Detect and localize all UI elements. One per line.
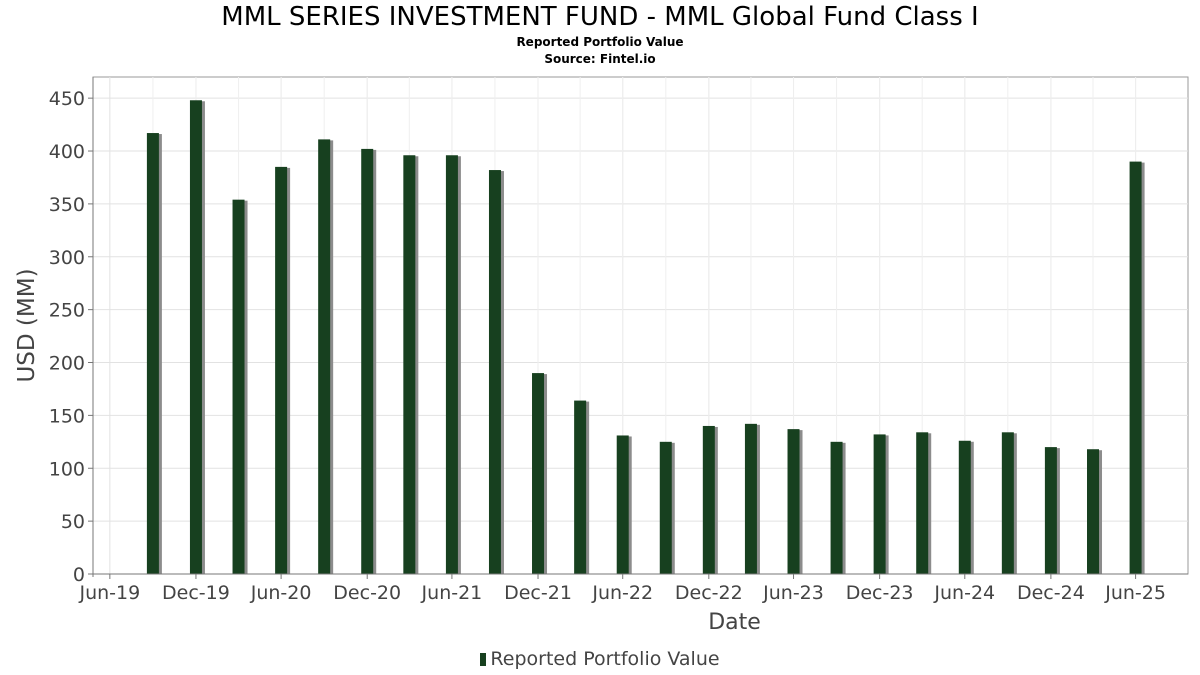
bar bbox=[1087, 449, 1100, 574]
x-tick-label: Dec-22 bbox=[675, 582, 743, 604]
bar bbox=[232, 199, 245, 575]
x-tick-label: Dec-19 bbox=[162, 582, 230, 604]
bar bbox=[1044, 447, 1057, 574]
bar bbox=[189, 100, 202, 575]
bar bbox=[659, 441, 672, 574]
bar bbox=[574, 400, 587, 574]
bar bbox=[916, 432, 929, 574]
y-tick-label: 300 bbox=[49, 247, 85, 269]
bar bbox=[1001, 432, 1014, 574]
y-tick-label: 450 bbox=[49, 88, 85, 110]
x-tick-label: Dec-23 bbox=[846, 582, 914, 604]
y-tick-label: 350 bbox=[49, 194, 85, 216]
bar bbox=[445, 155, 458, 574]
x-tick-label: Jun-24 bbox=[933, 582, 995, 604]
bar bbox=[873, 434, 886, 574]
y-tick-label: 200 bbox=[49, 353, 85, 375]
bar bbox=[403, 155, 416, 574]
chart-source: Source: Fintel.io bbox=[544, 52, 656, 66]
bar bbox=[361, 148, 374, 575]
legend-swatch bbox=[480, 653, 487, 666]
bar bbox=[830, 441, 843, 574]
bar bbox=[318, 139, 331, 575]
x-tick-label: Jun-23 bbox=[762, 582, 824, 604]
x-tick-label: Jun-22 bbox=[591, 582, 653, 604]
bar bbox=[488, 170, 501, 575]
y-tick-label: 400 bbox=[49, 141, 85, 163]
y-tick-label: 150 bbox=[49, 405, 85, 427]
x-tick-label: Jun-25 bbox=[1104, 582, 1166, 604]
chart-subtitle: Reported Portfolio Value bbox=[516, 35, 684, 49]
x-axis-title: Date bbox=[708, 610, 761, 635]
bar bbox=[532, 373, 545, 574]
y-tick-label: 50 bbox=[61, 511, 85, 533]
bar bbox=[744, 423, 757, 574]
bar bbox=[702, 425, 715, 574]
bar bbox=[146, 133, 159, 574]
bar bbox=[616, 435, 629, 574]
plot-area bbox=[92, 76, 1189, 575]
bar bbox=[275, 166, 288, 574]
x-tick-label: Dec-21 bbox=[504, 582, 572, 604]
y-tick-label: 250 bbox=[49, 300, 85, 322]
chart-title: MML SERIES INVESTMENT FUND - MML Global … bbox=[221, 2, 979, 32]
x-tick-label: Dec-24 bbox=[1017, 582, 1085, 604]
y-tick-label: 100 bbox=[49, 458, 85, 480]
bar bbox=[958, 440, 971, 574]
x-tick-label: Jun-19 bbox=[78, 582, 140, 604]
bar bbox=[1129, 161, 1142, 574]
legend-label: Reported Portfolio Value bbox=[490, 648, 720, 670]
x-tick-label: Jun-21 bbox=[421, 582, 483, 604]
y-tick-label: 0 bbox=[73, 564, 85, 586]
x-tick-label: Jun-20 bbox=[250, 582, 312, 604]
y-axis-title: USD (MM) bbox=[14, 268, 40, 382]
legend: Reported Portfolio Value bbox=[0, 648, 1200, 670]
bar bbox=[787, 429, 800, 574]
x-tick-label: Dec-20 bbox=[333, 582, 401, 604]
